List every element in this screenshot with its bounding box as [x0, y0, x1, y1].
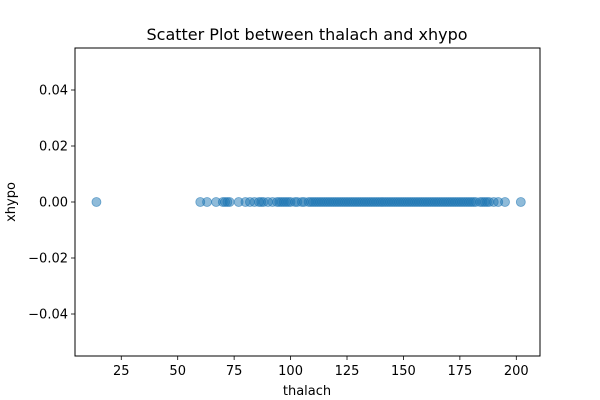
data-point [500, 197, 510, 207]
x-tick-label: 50 [169, 364, 186, 379]
data-point [515, 197, 526, 207]
y-tick-label: −0.02 [28, 252, 68, 267]
data-point [91, 197, 102, 207]
data-point [224, 197, 235, 207]
chart-title: Scatter Plot between thalach and xhypo [146, 25, 467, 44]
x-tick-label: 150 [391, 364, 416, 379]
x-tick-label: 175 [447, 364, 472, 379]
x-tick-label: 200 [504, 364, 529, 379]
x-axis-title: thalach [283, 384, 331, 399]
plot-frame [74, 47, 541, 357]
y-axis-ticks: −0.04 −0.02 0.00 0.02 0.04 [28, 84, 75, 323]
y-tick-label: 0.02 [39, 140, 68, 155]
x-tick-label: 25 [113, 364, 130, 379]
y-tick-label: −0.04 [28, 308, 68, 323]
x-tick-label: 125 [335, 364, 360, 379]
y-tick-label: 0.04 [39, 84, 68, 99]
y-tick-label: 0.00 [39, 196, 68, 211]
x-tick-label: 100 [278, 364, 303, 379]
x-tick-label: 75 [226, 364, 243, 379]
data-point [202, 197, 212, 207]
x-axis-ticks: 25 50 75 100 125 150 175 200 [113, 356, 529, 379]
y-axis-title: xhypo [4, 182, 19, 222]
data-points [91, 197, 526, 207]
